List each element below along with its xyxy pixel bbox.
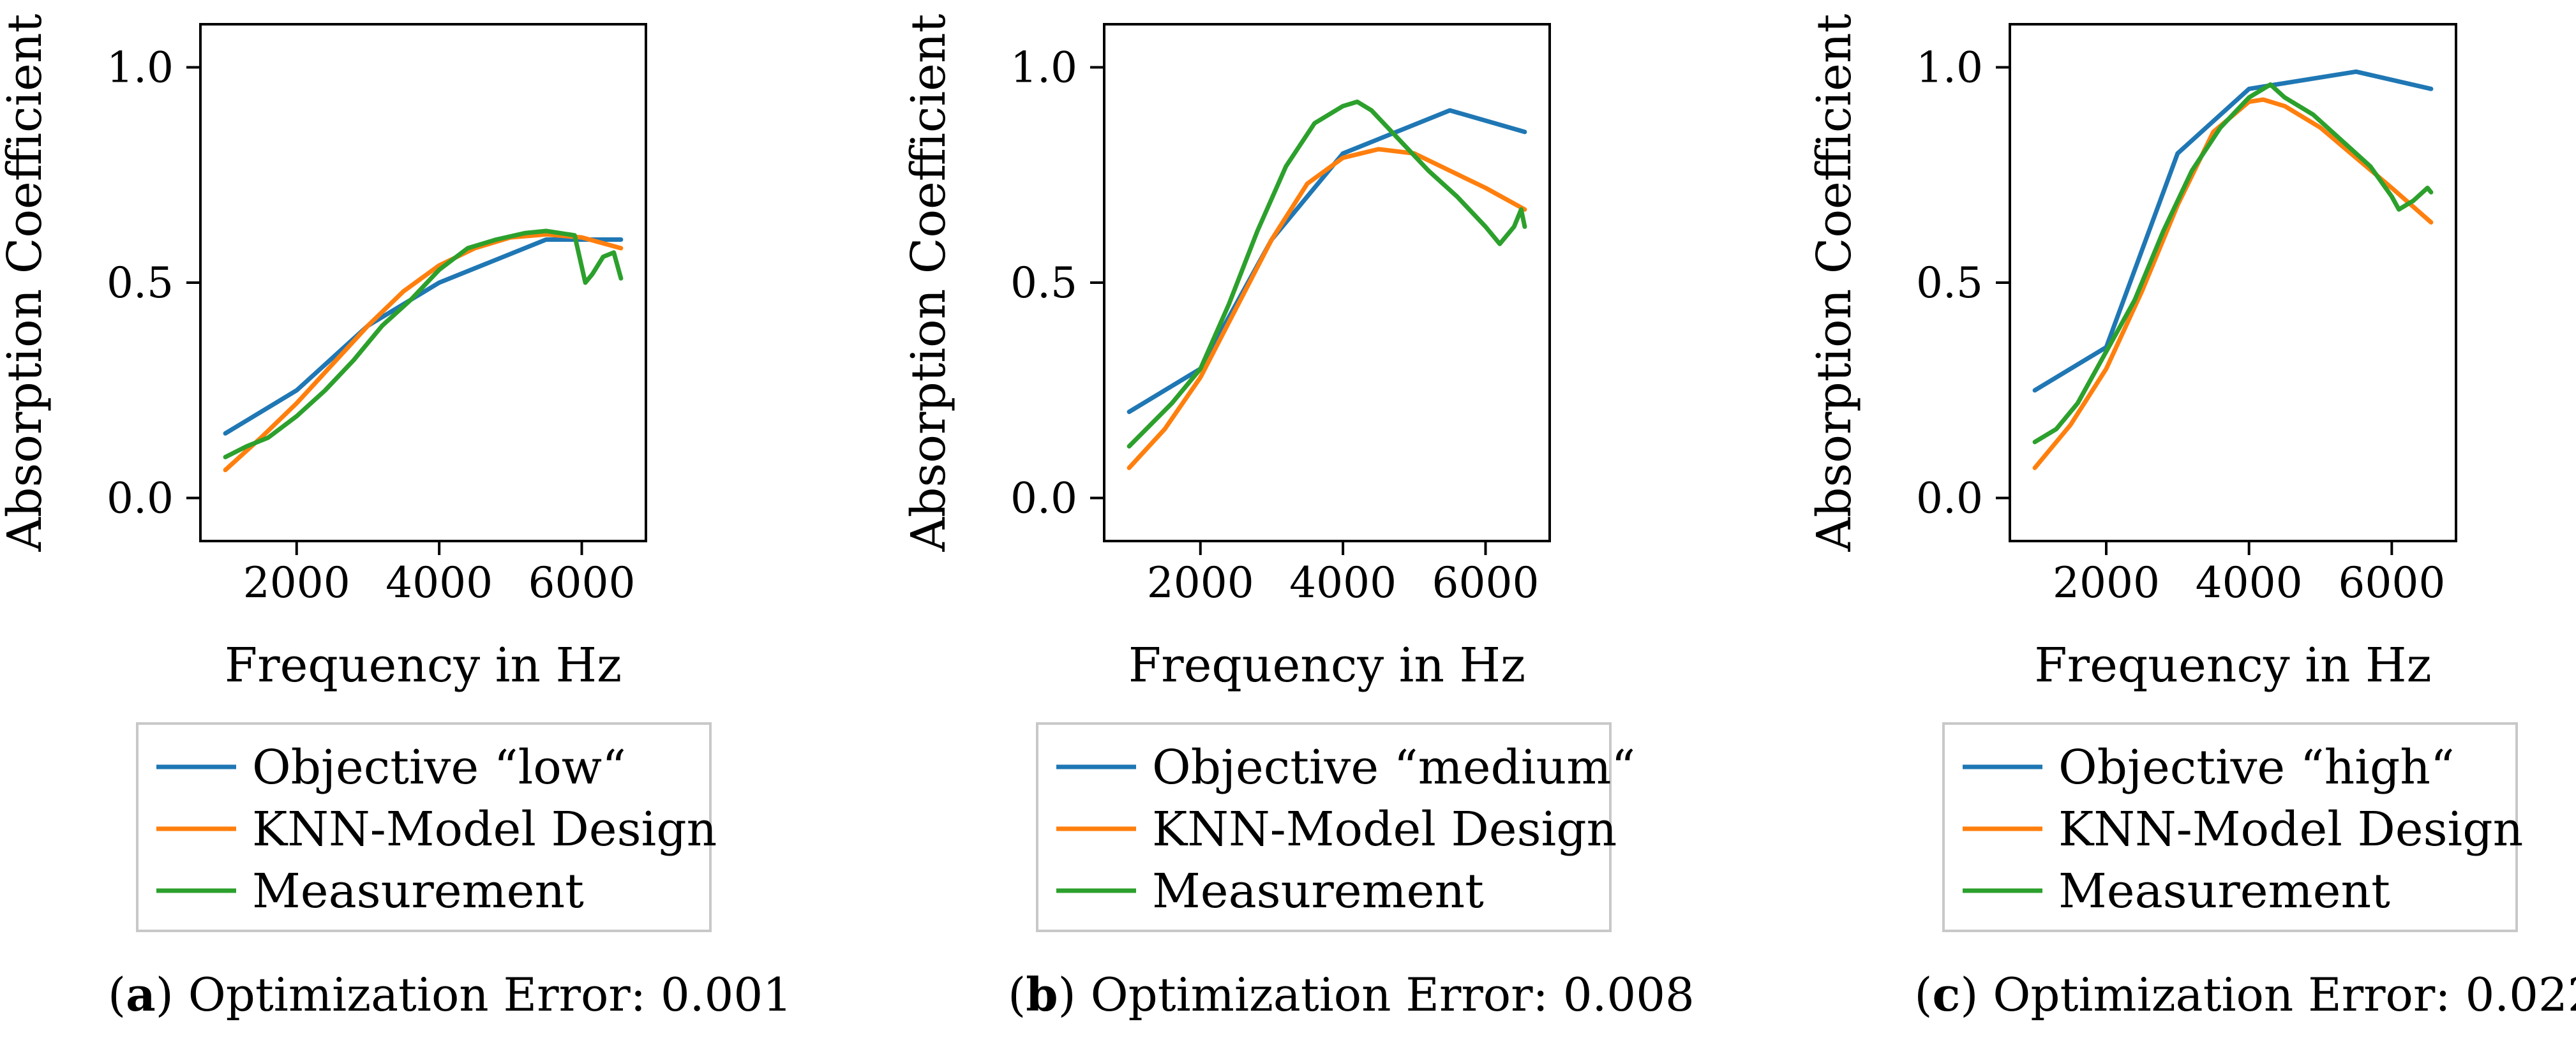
plot-lines-b	[1127, 100, 1527, 470]
y-tick-label-a: 0.5	[107, 258, 174, 308]
plot-frame-a	[199, 23, 647, 542]
x-tick-label-c: 4000	[2196, 558, 2303, 607]
caption-text-b: Optimization Error: 0.008	[1091, 968, 1695, 1021]
caption-a: (a) Optimization Error: 0.001	[108, 967, 792, 1021]
y-tick-label-b: 0.5	[1010, 258, 1077, 308]
x-tick-label-b: 6000	[1432, 558, 1539, 607]
legend-label-knn-model-design-b: KNN-Model Design	[1152, 802, 1617, 857]
knn-model-line-a	[223, 232, 624, 473]
objective-line-c	[2032, 69, 2434, 393]
knn-model-line-c	[2032, 97, 2434, 470]
legend-label-objective-c: Objective “high“	[2058, 740, 2455, 795]
plot-lines-a	[223, 228, 624, 473]
y-tick-label-b: 1.0	[1010, 43, 1077, 93]
x-tick-label-b: 2000	[1147, 558, 1254, 607]
measurement-line-a	[223, 228, 624, 459]
y-axis-title-a: Absorption Coefficient	[0, 13, 52, 552]
legend-label-objective-a: Objective “low“	[252, 740, 626, 795]
measurement-line-c	[2032, 82, 2434, 445]
objective-line-b	[1127, 108, 1527, 414]
x-axis-title-c: Frequency in Hz	[2034, 638, 2431, 693]
legend-c: Objective “high“ KNN-Model Design Measurem…	[1942, 722, 2523, 932]
y-tick-label-c: 0.0	[1916, 474, 1983, 523]
y-tick-label-a: 1.0	[107, 43, 174, 93]
y-tick-label-b: 0.0	[1010, 474, 1077, 523]
x-tick-label-b: 4000	[1289, 558, 1397, 607]
legend-label-measurement-c: Measurement	[2058, 864, 2390, 919]
y-tick-label-c: 0.5	[1916, 258, 1983, 308]
caption-letter-a: a	[126, 967, 156, 1021]
legend-label-objective-b: Objective “medium“	[1152, 740, 1635, 795]
plot-frame-b	[1103, 23, 1551, 542]
objective-line-a	[223, 237, 624, 436]
x-tick-label-a: 4000	[386, 558, 493, 607]
plot-lines-c	[2032, 69, 2434, 470]
caption-text-a: Optimization Error: 0.001	[188, 968, 792, 1021]
caption-letter-b: b	[1026, 967, 1058, 1021]
caption-letter-c: c	[1933, 967, 1961, 1021]
legend-label-measurement-b: Measurement	[1152, 864, 1484, 919]
y-axis-title-b: Absorption Coefficient	[901, 13, 956, 552]
caption-c: (c) Optimization Error: 0.022	[1914, 967, 2576, 1021]
x-axis-title-b: Frequency in Hz	[1128, 638, 1525, 693]
chart-panel-a: 2000 4000 6000 0.0 0.5 1.0 Frequency in Hz Abso…	[0, 13, 792, 1021]
legend-label-knn-model-design-c: KNN-Model Design	[2058, 802, 2523, 857]
x-tick-label-c: 6000	[2338, 558, 2445, 607]
caption-text-c: Optimization Error: 0.022	[1993, 968, 2576, 1021]
chart-panel-b: 2000 4000 6000 0.0 0.5 1.0 Frequency in Hz Abso…	[901, 13, 1695, 1021]
legend-label-measurement-a: Measurement	[252, 864, 584, 919]
x-tick-label-a: 2000	[243, 558, 350, 607]
measurement-line-b	[1127, 100, 1527, 449]
y-tick-label-a: 0.0	[107, 474, 174, 523]
legend-a: Objective “low“ KNN-Model Design Measureme…	[136, 722, 717, 932]
x-tick-label-c: 2000	[2053, 558, 2160, 607]
x-tick-label-a: 6000	[528, 558, 636, 607]
chart-panel-c: 2000 4000 6000 0.0 0.5 1.0 Frequency in Hz Abso…	[1807, 13, 2576, 1021]
x-axis-title-a: Frequency in Hz	[225, 638, 622, 693]
legend-b: Objective “medium“ KNN-Model Design Measur…	[1036, 722, 1635, 932]
y-tick-label-c: 1.0	[1916, 43, 1983, 93]
caption-b: (b) Optimization Error: 0.008	[1008, 967, 1695, 1021]
y-axis-title-c: Absorption Coefficient	[1807, 13, 1862, 552]
knn-model-line-b	[1127, 147, 1527, 470]
legend-label-knn-model-design-a: KNN-Model Design	[252, 802, 717, 857]
